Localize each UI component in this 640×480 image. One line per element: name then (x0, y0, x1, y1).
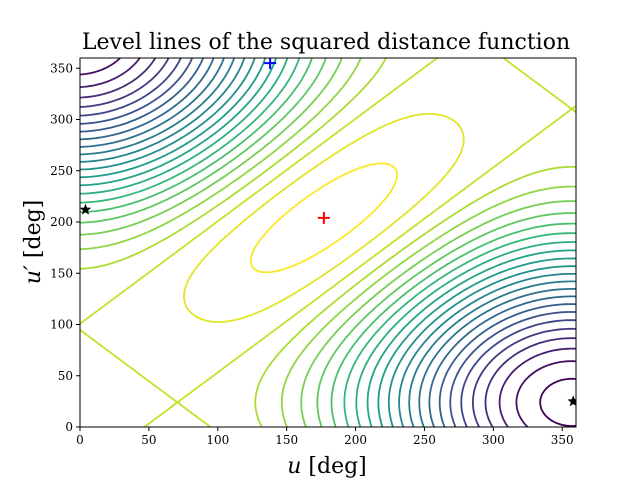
contour-level (80, 58, 576, 427)
contour-level (539, 377, 576, 427)
contour-level (80, 58, 576, 427)
x-tick-label: 250 (413, 433, 436, 447)
y-tick-label: 50 (58, 369, 73, 383)
contour-level (80, 58, 576, 427)
contour-level (80, 58, 576, 427)
contour-level (249, 162, 398, 274)
y-tick-label: 200 (50, 215, 73, 229)
x-axis-label: u [deg] (287, 454, 367, 479)
contour-level (80, 58, 576, 427)
x-tick-label: 0 (76, 433, 84, 447)
contour-level (80, 58, 576, 427)
contour-level (80, 58, 576, 427)
contour-level (80, 58, 576, 427)
x-tick-label: 350 (551, 433, 574, 447)
contour-lines (80, 58, 576, 427)
contour-level (80, 58, 576, 427)
contour-level (80, 58, 576, 427)
x-tick-label: 100 (206, 433, 229, 447)
y-axis-label: u′ [deg] (21, 200, 46, 285)
chart-title: Level lines of the squared distance func… (82, 30, 570, 55)
y-tick-label: 150 (50, 266, 73, 280)
contour-level (80, 58, 576, 427)
y-tick-label: 250 (50, 164, 73, 178)
x-tick-label: 50 (141, 433, 156, 447)
y-tick-label: 0 (65, 420, 73, 434)
y-tick-label: 300 (50, 113, 73, 127)
saddle-marker (264, 58, 277, 70)
contour-level (80, 58, 576, 427)
axis-ticks: 0 50 100 150 200 250 300 350 0 50 100 150 200 250 300 3… (50, 61, 574, 447)
y-tick-label: 350 (50, 61, 73, 75)
contour-level (80, 58, 576, 427)
contour-level (183, 112, 465, 323)
x-tick-label: 200 (344, 433, 367, 447)
x-tick-label: 300 (482, 433, 505, 447)
left-star-marker (80, 203, 92, 215)
right-star-marker (567, 395, 576, 407)
contour-level (80, 58, 576, 427)
contour-level (80, 58, 576, 427)
contour-level (80, 58, 576, 427)
contour-level (80, 58, 576, 427)
markers (80, 58, 576, 407)
minimum-marker (317, 211, 330, 224)
x-tick-label: 150 (275, 433, 298, 447)
contour-level (80, 58, 576, 427)
contour-level (80, 58, 576, 427)
contour-level (80, 58, 576, 427)
contour-level (80, 58, 576, 427)
y-tick-label: 100 (50, 318, 73, 332)
plot-frame (79, 57, 577, 428)
contour-level (80, 58, 576, 427)
